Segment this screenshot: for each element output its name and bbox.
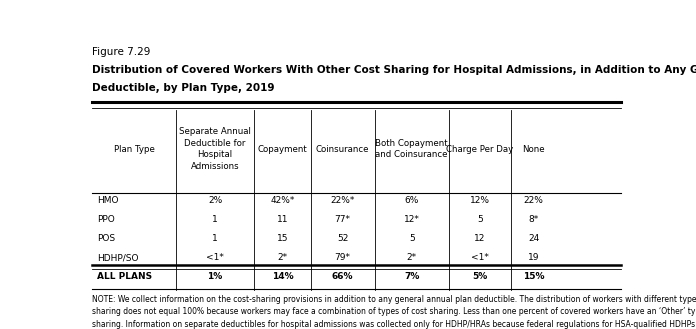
- Text: 12: 12: [474, 234, 486, 243]
- Text: PPO: PPO: [97, 215, 114, 224]
- Text: 2*: 2*: [278, 253, 287, 262]
- Text: 24: 24: [528, 234, 539, 243]
- Text: 6%: 6%: [404, 196, 419, 205]
- Text: HMO: HMO: [97, 196, 118, 205]
- Text: Coinsurance: Coinsurance: [316, 144, 370, 154]
- Text: 52: 52: [337, 234, 349, 243]
- Text: 12*: 12*: [404, 215, 420, 224]
- Text: 66%: 66%: [332, 272, 354, 281]
- Text: 14%: 14%: [271, 272, 293, 281]
- Text: ALL PLANS: ALL PLANS: [97, 272, 152, 281]
- Text: 11: 11: [277, 215, 288, 224]
- Text: None: None: [522, 144, 545, 154]
- Text: 5: 5: [409, 234, 415, 243]
- Text: 2*: 2*: [406, 253, 417, 262]
- Text: POS: POS: [97, 234, 115, 243]
- Text: Figure 7.29: Figure 7.29: [93, 47, 151, 57]
- Text: Separate Annual
Deductible for
Hospital
Admissions: Separate Annual Deductible for Hospital …: [179, 127, 251, 171]
- Text: Distribution of Covered Workers With Other Cost Sharing for Hospital Admissions,: Distribution of Covered Workers With Oth…: [93, 65, 696, 75]
- Text: 1: 1: [212, 234, 218, 243]
- Text: NOTE: We collect information on the cost-sharing provisions in addition to any g: NOTE: We collect information on the cost…: [93, 295, 696, 329]
- Text: 5: 5: [477, 215, 483, 224]
- Text: 19: 19: [528, 253, 539, 262]
- Text: Both Copayment
and Coinsurance: Both Copayment and Coinsurance: [375, 139, 448, 159]
- Text: 5%: 5%: [473, 272, 488, 281]
- Text: 8*: 8*: [528, 215, 539, 224]
- Text: 1%: 1%: [207, 272, 223, 281]
- Text: 2%: 2%: [208, 196, 222, 205]
- Text: 22%*: 22%*: [331, 196, 355, 205]
- Text: Copayment: Copayment: [258, 144, 308, 154]
- Text: 22%: 22%: [523, 196, 544, 205]
- Text: 77*: 77*: [335, 215, 351, 224]
- Text: 15%: 15%: [523, 272, 544, 281]
- Text: HDHP/SO: HDHP/SO: [97, 253, 139, 262]
- Text: <1*: <1*: [206, 253, 224, 262]
- Text: 79*: 79*: [335, 253, 351, 262]
- Text: 12%: 12%: [470, 196, 490, 205]
- Text: 7%: 7%: [404, 272, 420, 281]
- Text: 1: 1: [212, 215, 218, 224]
- Text: Charge Per Day: Charge Per Day: [446, 144, 514, 154]
- Text: 15: 15: [277, 234, 288, 243]
- Text: <1*: <1*: [471, 253, 489, 262]
- Text: Plan Type: Plan Type: [113, 144, 155, 154]
- Text: Deductible, by Plan Type, 2019: Deductible, by Plan Type, 2019: [93, 83, 275, 92]
- Text: 42%*: 42%*: [270, 196, 294, 205]
